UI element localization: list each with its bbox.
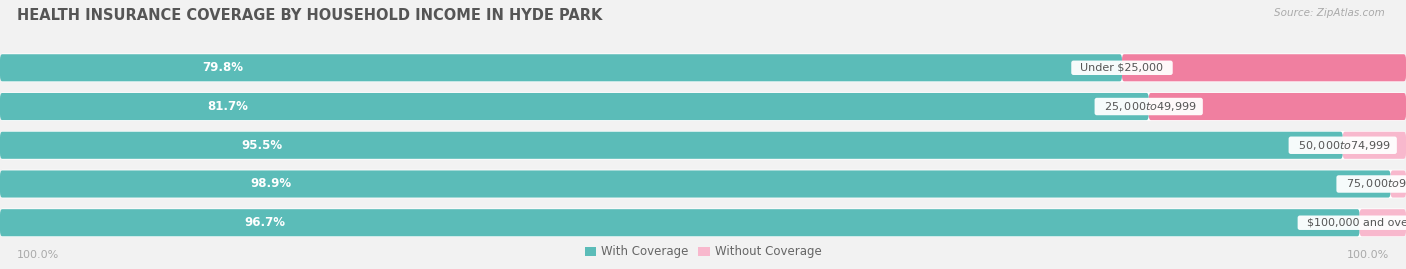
FancyBboxPatch shape	[1343, 132, 1406, 159]
Text: 79.8%: 79.8%	[202, 61, 243, 74]
Text: 95.5%: 95.5%	[242, 139, 283, 152]
FancyBboxPatch shape	[0, 131, 1406, 160]
FancyBboxPatch shape	[0, 208, 1406, 237]
Text: HEALTH INSURANCE COVERAGE BY HOUSEHOLD INCOME IN HYDE PARK: HEALTH INSURANCE COVERAGE BY HOUSEHOLD I…	[17, 8, 602, 23]
Text: 81.7%: 81.7%	[207, 100, 247, 113]
FancyBboxPatch shape	[0, 54, 1122, 81]
FancyBboxPatch shape	[1149, 93, 1406, 120]
Text: 100.0%: 100.0%	[1347, 250, 1389, 260]
FancyBboxPatch shape	[0, 170, 1406, 198]
Text: Under $25,000: Under $25,000	[1074, 63, 1170, 73]
Text: $50,000 to $74,999: $50,000 to $74,999	[1291, 139, 1395, 152]
FancyBboxPatch shape	[1391, 171, 1406, 197]
Text: $100,000 and over: $100,000 and over	[1301, 218, 1406, 228]
Text: 98.9%: 98.9%	[250, 178, 291, 190]
FancyBboxPatch shape	[0, 92, 1406, 121]
FancyBboxPatch shape	[0, 93, 1149, 120]
FancyBboxPatch shape	[0, 54, 1406, 82]
FancyBboxPatch shape	[1360, 209, 1406, 236]
Text: Source: ZipAtlas.com: Source: ZipAtlas.com	[1274, 8, 1385, 18]
FancyBboxPatch shape	[1122, 54, 1406, 81]
FancyBboxPatch shape	[0, 209, 1360, 236]
Text: $25,000 to $49,999: $25,000 to $49,999	[1097, 100, 1201, 113]
FancyBboxPatch shape	[0, 171, 1391, 197]
Legend: With Coverage, Without Coverage: With Coverage, Without Coverage	[579, 241, 827, 263]
Text: $75,000 to $99,999: $75,000 to $99,999	[1339, 178, 1406, 190]
Text: 100.0%: 100.0%	[17, 250, 59, 260]
Text: 96.7%: 96.7%	[245, 216, 285, 229]
FancyBboxPatch shape	[0, 132, 1343, 159]
